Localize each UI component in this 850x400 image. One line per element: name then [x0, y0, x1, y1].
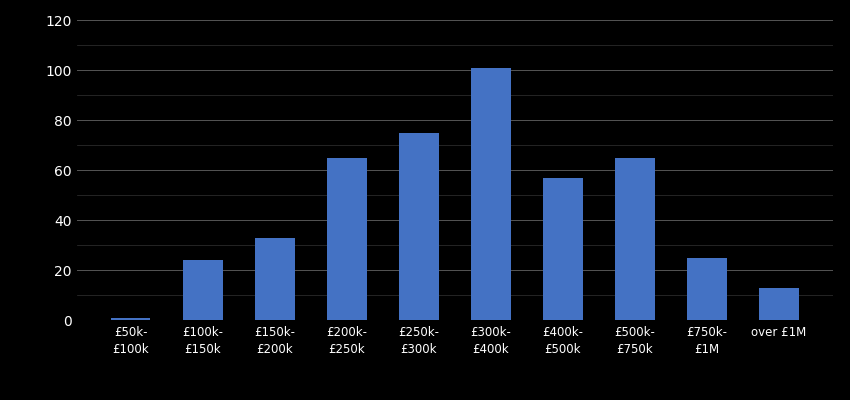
Bar — [183, 260, 223, 320]
Bar — [759, 288, 799, 320]
Bar — [255, 238, 294, 320]
Bar — [615, 158, 654, 320]
Bar — [110, 318, 150, 320]
Bar — [327, 158, 366, 320]
Bar — [543, 178, 582, 320]
Bar — [471, 68, 511, 320]
Bar — [399, 132, 439, 320]
Bar — [687, 258, 727, 320]
